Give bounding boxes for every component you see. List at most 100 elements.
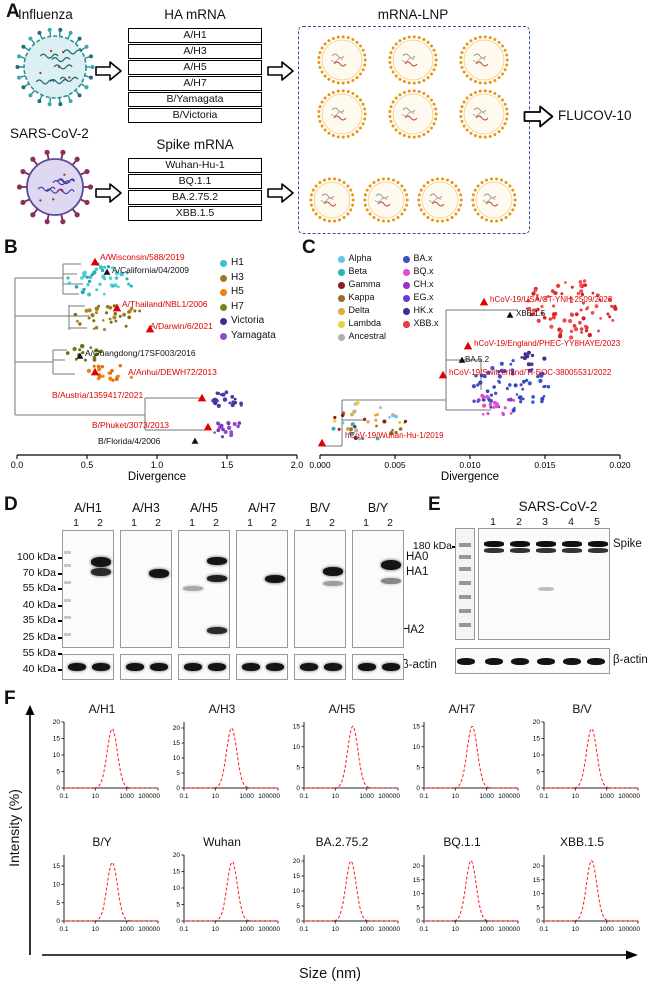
dls-chart-title: A/H7 xyxy=(448,702,476,716)
protein-band xyxy=(207,557,227,565)
svg-text:0.1: 0.1 xyxy=(179,793,188,800)
svg-text:20: 20 xyxy=(173,725,181,732)
svg-text:10: 10 xyxy=(212,926,220,933)
svg-text:5: 5 xyxy=(536,904,540,911)
dls-chart: 0 5 10 15 20 0.1 10 1000 100000 xyxy=(53,719,161,800)
svg-text:0: 0 xyxy=(176,918,180,925)
beta-actin-label-d: β-actin xyxy=(402,659,437,671)
faint-band xyxy=(538,587,554,591)
ha-strain-box: A/H1 xyxy=(128,28,262,43)
legend-c1-label: Kappa xyxy=(348,292,375,302)
protein-band xyxy=(91,557,111,567)
svg-text:10: 10 xyxy=(53,752,61,759)
legend-c1-dot xyxy=(338,321,345,328)
blot-strip xyxy=(120,530,172,648)
svg-text:5: 5 xyxy=(296,903,300,910)
blot-group-header: B/Y xyxy=(367,501,389,515)
svg-text:0: 0 xyxy=(536,918,540,925)
dls-chart-title: XBB.1.5 xyxy=(559,835,605,849)
actin-strip xyxy=(455,648,610,674)
legend-b-dot xyxy=(220,274,227,282)
svg-text:5: 5 xyxy=(536,769,540,776)
legend-c1-label: Ancestral xyxy=(348,331,387,341)
svg-text:15: 15 xyxy=(53,736,61,743)
intensity-axis-label: Intensity (%) xyxy=(6,789,22,867)
actin-band xyxy=(242,663,260,671)
mw-tick xyxy=(58,653,62,655)
dls-chart: 0 5 10 15 20 0.1 10 1000 100000 xyxy=(413,855,520,933)
svg-text:1000: 1000 xyxy=(599,793,614,800)
legend-b-dot xyxy=(220,303,227,311)
svg-text:15: 15 xyxy=(293,723,301,730)
mw-label: 40 kDa xyxy=(22,663,56,675)
svg-text:Divergence: Divergence xyxy=(441,471,499,483)
lane-number: 2 xyxy=(387,517,393,529)
mw-label: 25 kDa xyxy=(22,631,56,643)
svg-text:10: 10 xyxy=(533,752,541,759)
product-label: FLUCOV-10 xyxy=(558,108,632,123)
svg-text:10: 10 xyxy=(332,793,340,800)
svg-text:0.015: 0.015 xyxy=(534,460,556,470)
ha-mrna-header: HA mRNA xyxy=(164,7,226,22)
svg-text:1000: 1000 xyxy=(479,793,494,800)
beta-actin-label-e: β-actin xyxy=(613,654,648,666)
lane-number: 1 xyxy=(247,517,253,529)
svg-text:10: 10 xyxy=(293,888,301,895)
svg-text:0.1: 0.1 xyxy=(419,793,428,800)
legend-c2-label: BQ.x xyxy=(413,266,434,276)
protein-band xyxy=(381,560,401,570)
actin-band xyxy=(266,663,284,671)
protein-band xyxy=(323,581,343,586)
legend-b-label: Yamagata xyxy=(231,329,276,341)
spike-band xyxy=(484,541,504,547)
svg-text:20: 20 xyxy=(533,719,541,726)
spike-band xyxy=(510,548,530,553)
legend-b-label: H5 xyxy=(231,286,244,297)
legend-c2-dot xyxy=(403,269,410,276)
svg-text:0: 0 xyxy=(56,918,60,925)
svg-text:0: 0 xyxy=(416,785,420,792)
actin-band xyxy=(485,658,503,665)
actin-band xyxy=(563,658,581,665)
protein-band xyxy=(323,567,343,576)
dls-chart-title: B/Y xyxy=(92,835,112,849)
legend-b-dot xyxy=(220,260,227,267)
legend-c2-label: HK.x xyxy=(413,305,434,315)
protein-band xyxy=(207,627,227,634)
influenza-virus-icon xyxy=(15,27,95,107)
dls-chart: 0 5 10 15 0.1 10 1000 100000 xyxy=(293,722,400,800)
svg-text:0.1: 0.1 xyxy=(59,793,68,800)
ladder-band xyxy=(459,543,471,547)
sars-cov2-label: SARS-CoV-2 xyxy=(10,126,89,141)
mrna-lnp-header: mRNA-LNP xyxy=(377,7,449,22)
svg-text:0: 0 xyxy=(56,785,60,792)
blot-main xyxy=(478,528,610,640)
actin-strip xyxy=(120,654,172,680)
ladder-band xyxy=(459,567,471,571)
sars-cov2-virus-icon xyxy=(16,149,94,225)
protein-band xyxy=(183,586,203,591)
svg-text:20: 20 xyxy=(413,863,421,870)
variant-annotation: XBB.1.5 xyxy=(516,309,546,318)
blot-strip xyxy=(178,530,230,648)
svg-text:10: 10 xyxy=(53,882,61,889)
dls-chart-title: Wuhan xyxy=(203,835,241,849)
legend-b-label: H1 xyxy=(231,257,244,268)
svg-text:15: 15 xyxy=(293,873,301,880)
blot-group-header: A/H3 xyxy=(132,501,160,515)
svg-text:10: 10 xyxy=(413,891,421,898)
spike-mrna-header: Spike mRNA xyxy=(156,137,234,152)
panel-e-label: E xyxy=(428,494,441,515)
protein-band xyxy=(207,575,227,582)
svg-text:0.020: 0.020 xyxy=(609,460,631,470)
lane-number: 2 xyxy=(213,517,219,529)
legend-c2-dot xyxy=(403,295,410,302)
actin-band xyxy=(126,663,144,671)
panel-e-title: SARS-CoV-2 xyxy=(518,499,598,514)
svg-text:1000: 1000 xyxy=(359,926,374,933)
legend-c2-label: CH.x xyxy=(413,279,434,289)
strain-annotation: A/California/04/2009 xyxy=(112,265,190,275)
svg-text:10: 10 xyxy=(572,793,580,800)
influenza-label: Influenza xyxy=(18,7,73,22)
